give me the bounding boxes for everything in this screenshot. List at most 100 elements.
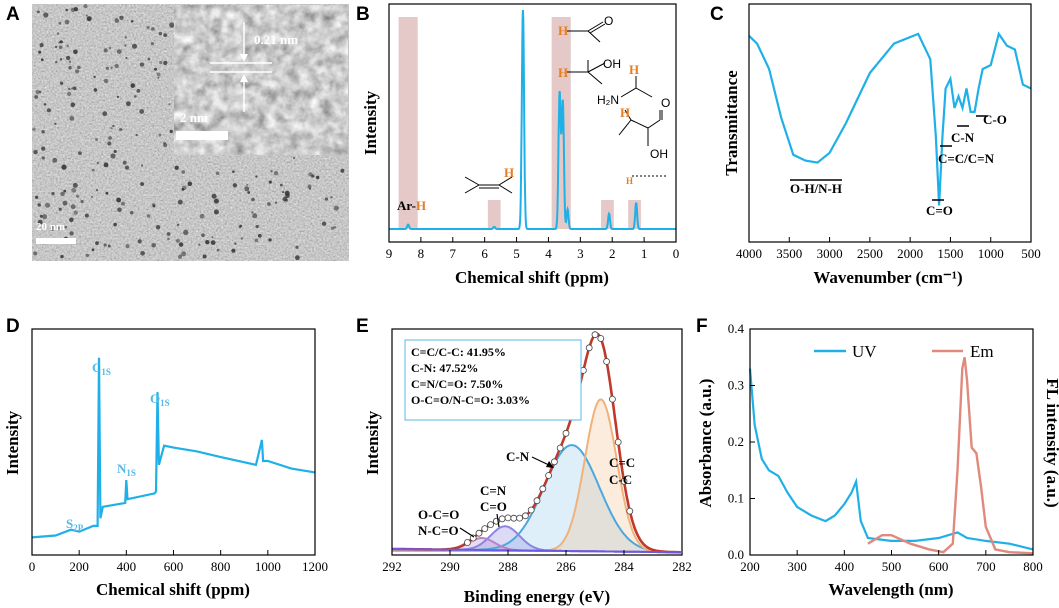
nanoparticle bbox=[84, 213, 89, 218]
nanoparticle bbox=[60, 254, 64, 259]
nanoparticle bbox=[155, 225, 161, 230]
nanoparticle bbox=[308, 172, 313, 177]
x-axis-title-b: Chemical shift (ppm) bbox=[455, 268, 609, 287]
peak-co: C=O bbox=[926, 203, 953, 218]
panel-e: E 292 290 288 286 284 282 Binding energy (eV)… bbox=[356, 316, 692, 606]
raw-point bbox=[522, 512, 529, 520]
nanoparticle bbox=[150, 42, 154, 46]
nanoparticle bbox=[118, 128, 122, 132]
f-x-tick-label: 200 bbox=[740, 559, 760, 574]
nanoparticle bbox=[34, 195, 39, 199]
legend-e-1: C=C/C-C: 41.95% bbox=[411, 345, 506, 359]
nanoparticle bbox=[73, 49, 78, 55]
nanoparticle bbox=[43, 103, 47, 106]
nanoparticle bbox=[52, 157, 58, 163]
nanoparticle bbox=[49, 226, 55, 231]
nanoparticle bbox=[95, 138, 99, 141]
ald-h-label: H bbox=[558, 23, 568, 38]
nanoparticle bbox=[140, 251, 145, 256]
nanoparticle bbox=[152, 203, 156, 207]
oh-label-1: OH bbox=[603, 57, 621, 71]
panel-b: B 9 8 7 6 5 4 3 2 1 0 Chemical shift (ppm) Intens… bbox=[356, 3, 679, 287]
y-axis-title-b: Intensity bbox=[361, 90, 380, 155]
nanoparticle bbox=[257, 233, 262, 238]
raw-point bbox=[504, 514, 512, 522]
x-ticks-d: 0 200 400 600 800 1000 1200 bbox=[29, 550, 328, 574]
nanoparticle bbox=[41, 156, 45, 160]
legend-e-2: C-N: 47.52% bbox=[411, 361, 478, 375]
nanoparticle bbox=[176, 223, 180, 227]
axis-ticks-f: 200 300 400 500 600 700 800 0.0 0.1 0.2 0.3 0.4 bbox=[728, 321, 1043, 574]
y-axis-title-d: Intensity bbox=[3, 410, 22, 475]
f-x-tick-label: 600 bbox=[929, 559, 949, 574]
nanoparticle bbox=[42, 214, 48, 220]
nanoparticle bbox=[158, 133, 162, 137]
nanoparticle bbox=[83, 4, 88, 9]
nanoparticle bbox=[178, 242, 184, 247]
panel-a: A 0.21 nm 2 nm 20 nm bbox=[6, 4, 349, 261]
nanoparticle bbox=[125, 165, 129, 170]
nanoparticle bbox=[102, 111, 108, 117]
nanoparticle bbox=[63, 189, 67, 193]
nanoparticle bbox=[103, 78, 109, 84]
nanoparticle bbox=[234, 242, 237, 245]
nanoparticle bbox=[137, 239, 142, 244]
raw-point bbox=[527, 506, 535, 514]
nanoparticle bbox=[116, 197, 121, 203]
nanoparticle bbox=[46, 108, 52, 113]
legend-box-e bbox=[404, 339, 582, 421]
nanoparticle bbox=[274, 201, 278, 204]
nanoparticle bbox=[151, 243, 156, 248]
e-tick-label: 282 bbox=[672, 559, 692, 574]
f-x-tick-label: 400 bbox=[835, 559, 855, 574]
peak-c-o: C-O bbox=[983, 112, 1007, 127]
nanoparticle bbox=[134, 95, 137, 98]
d-tick-label: 600 bbox=[164, 559, 184, 574]
nanoparticle bbox=[113, 150, 117, 153]
nanoparticle bbox=[69, 217, 74, 223]
nanoparticle bbox=[252, 213, 258, 219]
panel-d: D 0 200 400 600 800 1000 1200 Chemical shift (… bbox=[3, 316, 328, 599]
inset-scale-text: 2 nm bbox=[180, 110, 208, 125]
amine-h-label: H bbox=[629, 62, 639, 77]
nanoparticle bbox=[175, 238, 180, 243]
nanoparticle bbox=[215, 171, 220, 175]
nanoparticle bbox=[103, 243, 107, 247]
nanoparticle bbox=[37, 203, 41, 207]
nanoparticle bbox=[60, 191, 65, 197]
nanoparticle bbox=[136, 89, 141, 93]
nanoparticle bbox=[108, 46, 112, 50]
nanoparticle bbox=[169, 22, 175, 28]
f-x-tick-label: 500 bbox=[882, 559, 902, 574]
e-tick-label: 286 bbox=[556, 559, 576, 574]
label-occ2: N-C=O bbox=[418, 523, 459, 538]
plot-frame-e bbox=[391, 328, 683, 556]
nanoparticle bbox=[181, 170, 185, 174]
nanoparticle bbox=[105, 66, 109, 70]
nanoparticle bbox=[139, 62, 145, 67]
c-tick-label: 1000 bbox=[978, 246, 1004, 261]
nanoparticle bbox=[113, 222, 117, 227]
x-ticks-e: 292 290 288 286 284 282 bbox=[382, 550, 692, 574]
d-tick-label: 400 bbox=[117, 559, 137, 574]
peak-ohnh: O-H/N-H bbox=[790, 181, 842, 196]
nanoparticle bbox=[80, 199, 84, 204]
raw-point bbox=[463, 539, 471, 546]
nanoparticle bbox=[41, 130, 45, 134]
nanoparticle bbox=[66, 44, 69, 48]
nanoparticle bbox=[251, 197, 255, 202]
nanoparticle bbox=[72, 182, 78, 188]
nanoparticle bbox=[321, 221, 327, 226]
f-x-tick-label: 700 bbox=[976, 559, 996, 574]
nanoparticle bbox=[112, 124, 115, 128]
nanoparticle bbox=[240, 237, 243, 240]
nanoparticle bbox=[68, 87, 71, 91]
highlight-band bbox=[398, 17, 418, 229]
raw-point bbox=[516, 514, 523, 522]
nanoparticle bbox=[210, 240, 216, 246]
raw-point bbox=[487, 521, 495, 528]
raw-point bbox=[614, 438, 622, 446]
b-tick-label: 8 bbox=[418, 246, 425, 261]
nanoparticle bbox=[202, 254, 207, 259]
x-ticks-b: 9 8 7 6 5 4 3 2 1 0 bbox=[386, 237, 679, 261]
